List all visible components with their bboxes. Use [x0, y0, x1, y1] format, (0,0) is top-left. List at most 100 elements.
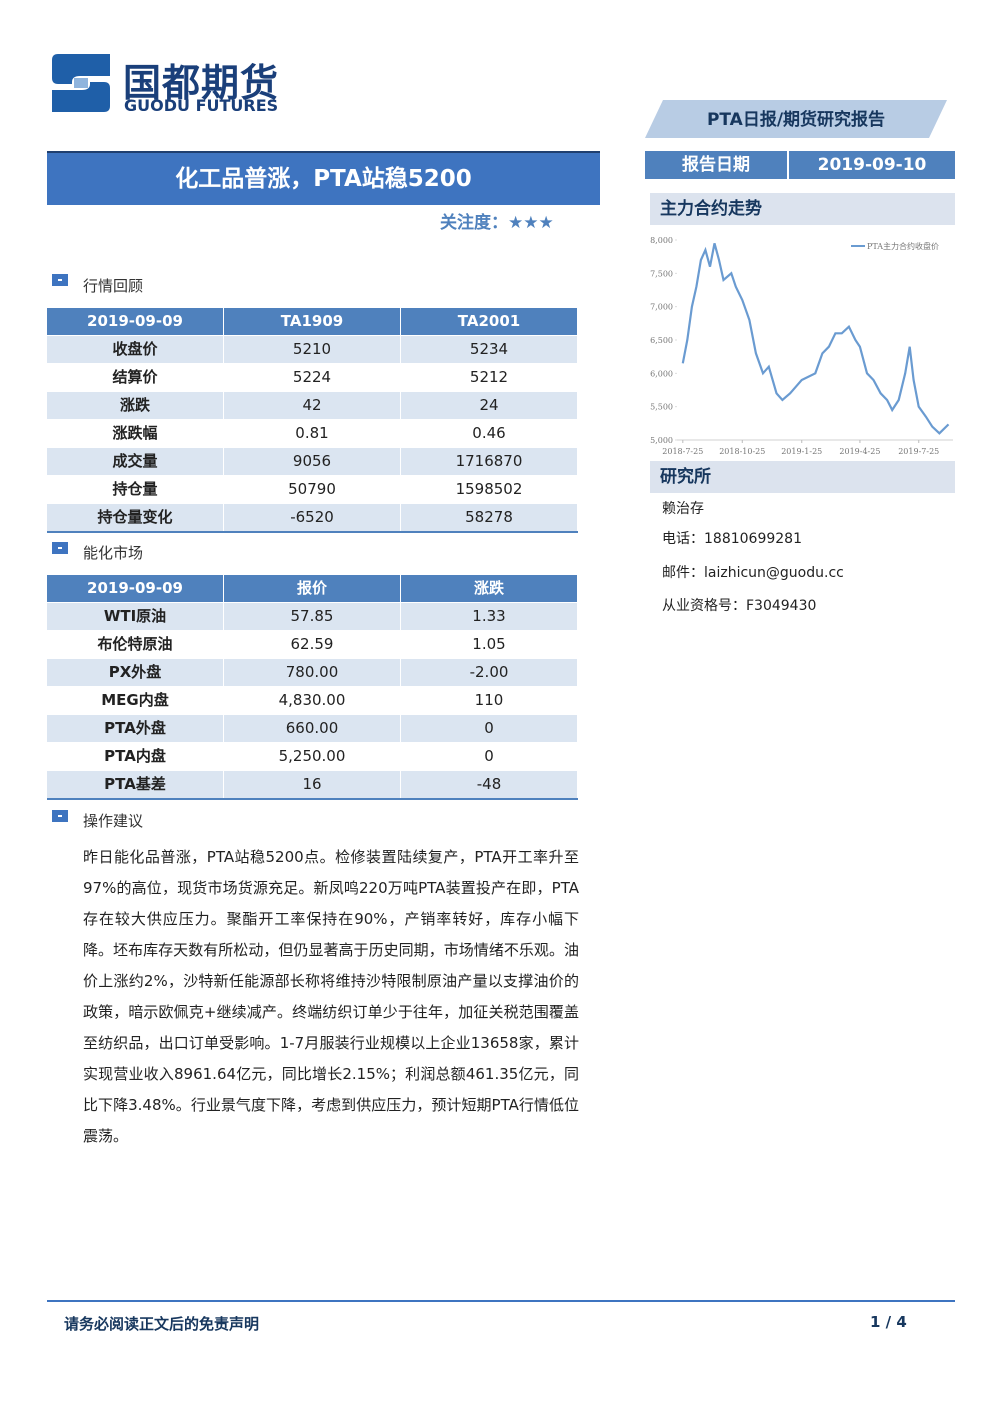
table-row: 持仓量变化 -6520 58278: [47, 503, 578, 531]
header-cell: 报价: [224, 575, 401, 602]
header-cell: TA2001: [401, 308, 578, 335]
table-cell: 110: [401, 687, 578, 714]
table-cell: 涨跌: [47, 392, 224, 419]
date-label: 报告日期: [645, 151, 787, 179]
footer-rule: [47, 1300, 955, 1302]
market-review-table: 2019-09-09 TA1909 TA2001 收盘价 5210 5234 结算价 5224…: [47, 307, 578, 533]
section-heading: 行情回顾: [83, 277, 144, 295]
title: 化工品普涨，PTA站稳5200: [47, 151, 600, 205]
attention: 关注度：★★★: [440, 208, 554, 233]
table-cell: 16: [224, 771, 401, 798]
x-tick-label: 2018-10-25: [719, 447, 765, 456]
table-cell: -2.00: [401, 659, 578, 686]
header-row: 2019-09-09 报价 涨跌: [47, 574, 578, 602]
section-icon: [52, 542, 68, 554]
logo-mark: [52, 54, 110, 112]
y-tick-label: 7,500: [650, 269, 673, 278]
logo-cn: 国都期货: [123, 61, 280, 105]
table-row: 持仓量 50790 1598502: [47, 475, 578, 503]
legend-label: PTA主力合约收盘价: [867, 241, 939, 251]
table-row: PTA基差 16 -48: [47, 770, 578, 798]
table-cell: 布伦特原油: [47, 631, 224, 658]
license: 从业资格号：F3049430: [662, 598, 817, 614]
table-row: 收盘价 5210 5234: [47, 335, 578, 363]
table-cell: 62.59: [224, 631, 401, 658]
x-tick-label: 2019-4-25: [839, 447, 880, 456]
table-cell: -48: [401, 771, 578, 798]
table-cell: -6520: [224, 504, 401, 531]
table-cell: 4,830.00: [224, 687, 401, 714]
table-row: 涨跌幅 0.81 0.46: [47, 419, 578, 447]
report-type: PTA日报/期货研究报告: [706, 110, 886, 130]
table-cell: PTA外盘: [47, 715, 224, 742]
table-row: PTA内盘 5,250.00 0: [47, 742, 578, 770]
section-heading: 操作建议: [83, 812, 144, 830]
header-cell: 涨跌: [401, 575, 578, 602]
section-icon: [52, 810, 68, 822]
report-date: 2019-09-10: [789, 151, 955, 179]
y-tick-label: 5,000: [650, 436, 673, 445]
table-cell: 5234: [401, 336, 578, 363]
table-cell: 5,250.00: [224, 743, 401, 770]
table-cell: 成交量: [47, 448, 224, 475]
table-cell: 5224: [224, 364, 401, 391]
advice-text: 昨日能化品普涨，PTA站稳5200点。检修装置陆续复产，PTA开工率升至97%的…: [83, 848, 579, 1145]
y-tick-label: 7,000: [650, 303, 673, 312]
table-row: 涨跌 42 24: [47, 391, 578, 419]
table-row: 结算价 5224 5212: [47, 363, 578, 391]
table-cell: 0.81: [224, 420, 401, 447]
header-row: 2019-09-09 TA1909 TA2001: [47, 307, 578, 335]
table-cell: PX外盘: [47, 659, 224, 686]
table-cell: 58278: [401, 504, 578, 531]
table-cell: 24: [401, 392, 578, 419]
table-cell: 收盘价: [47, 336, 224, 363]
energy-market-table: 2019-09-09 报价 涨跌 WTI原油 57.85 1.33 布伦特原油 62.59 1.…: [47, 574, 578, 800]
table-row: PX外盘 780.00 -2.00: [47, 658, 578, 686]
disclaimer: 请务必阅读正文后的免责声明: [64, 1315, 260, 1333]
y-tick-label: 5,500: [650, 403, 673, 412]
attention-stars: ★★★: [508, 213, 554, 233]
email: 邮件：laizhicun@guodu.cc: [662, 565, 844, 581]
table-cell: WTI原油: [47, 603, 224, 630]
table-cell: 1.05: [401, 631, 578, 658]
table-cell: 1716870: [401, 448, 578, 475]
table-cell: 0: [401, 743, 578, 770]
table-row: PTA外盘 660.00 0: [47, 714, 578, 742]
chart-heading: 主力合约走势: [650, 193, 955, 225]
table-row: MEG内盘 4,830.00 110: [47, 686, 578, 714]
table-row: WTI原油 57.85 1.33: [47, 602, 578, 630]
table-cell: 持仓量变化: [47, 504, 224, 531]
table-cell: 9056: [224, 448, 401, 475]
table-cell: 5212: [401, 364, 578, 391]
table-cell: 42: [224, 392, 401, 419]
analyst-name: 赖治存: [662, 501, 704, 517]
series-line: [681, 243, 950, 435]
table-cell: 5210: [224, 336, 401, 363]
y-tick-label: 6,000: [650, 369, 673, 378]
table-cell: 持仓量: [47, 476, 224, 503]
table-cell: 0.46: [401, 420, 578, 447]
table-cell: 50790: [224, 476, 401, 503]
report-banner: [645, 100, 947, 138]
x-tick-label: 2019-7-25: [898, 447, 939, 456]
table-cell: MEG内盘: [47, 687, 224, 714]
table-cell: 780.00: [224, 659, 401, 686]
header-cell: 2019-09-09: [47, 308, 224, 335]
research-heading: 研究所: [650, 461, 955, 493]
table-cell: PTA基差: [47, 771, 224, 798]
section-icon: [52, 274, 68, 286]
table-cell: 1.33: [401, 603, 578, 630]
table-cell: 涨跌幅: [47, 420, 224, 447]
table-cell: PTA内盘: [47, 743, 224, 770]
table-row: 布伦特原油 62.59 1.05: [47, 630, 578, 658]
y-tick-label: 8,000: [650, 236, 673, 245]
page-number: 1 / 4: [870, 1313, 907, 1331]
table-cell: 57.85: [224, 603, 401, 630]
table-cell: 0: [401, 715, 578, 742]
header-cell: 2019-09-09: [47, 575, 224, 602]
header-cell: TA1909: [224, 308, 401, 335]
x-tick-label: 2019-1-25: [781, 447, 822, 456]
phone: 电话：18810699281: [662, 531, 802, 547]
table-row: 成交量 9056 1716870: [47, 447, 578, 475]
